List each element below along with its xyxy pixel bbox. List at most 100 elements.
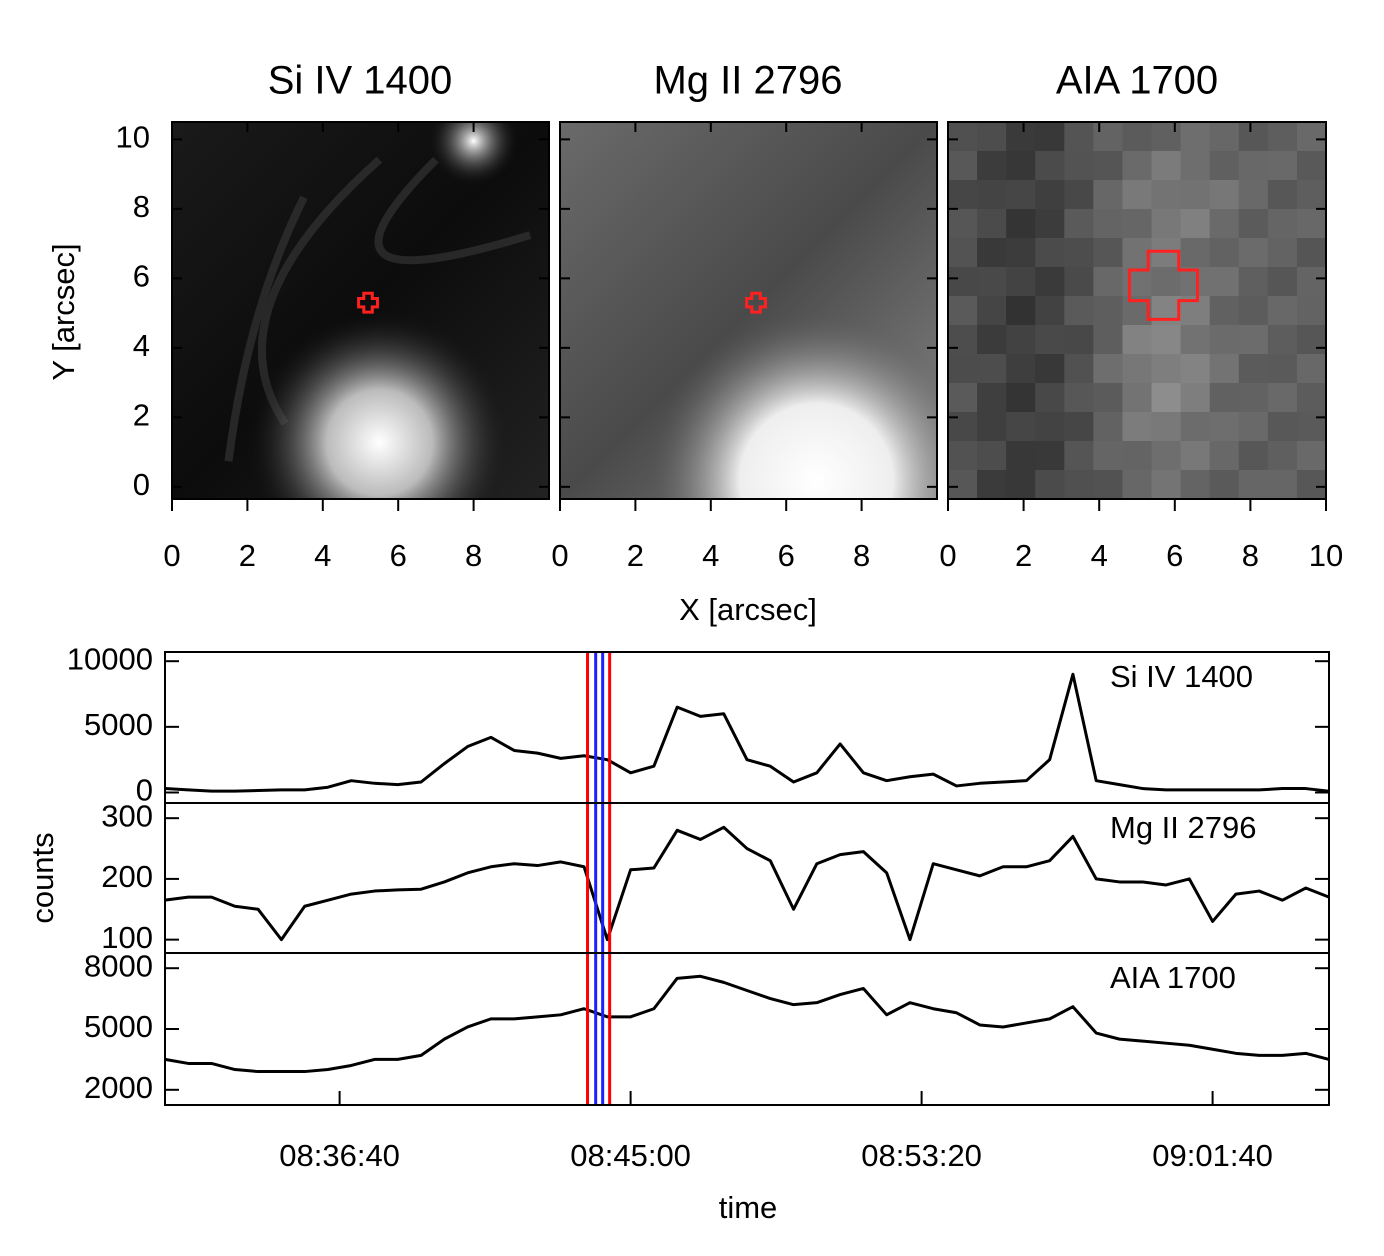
- image-pixel: [1035, 470, 1065, 500]
- image-pixel: [1209, 441, 1240, 471]
- image-pixel: [1180, 209, 1211, 239]
- x-tick-label: 6: [1166, 538, 1183, 573]
- image-pixel: [1035, 238, 1065, 268]
- frame: [559, 121, 938, 500]
- image-pixel: [1180, 267, 1211, 297]
- y-tick-label: 4: [133, 328, 150, 363]
- image-pixel: [1122, 122, 1153, 152]
- image-pixel: [1122, 441, 1153, 471]
- image-pixel: [1006, 267, 1036, 297]
- image-pixel: [1122, 151, 1153, 181]
- image-pixel: [1180, 122, 1211, 152]
- image-pixel: [1122, 354, 1153, 384]
- image-pixel: [1151, 354, 1182, 384]
- x-tick-label: 0: [551, 538, 568, 573]
- image-pixel: [1035, 412, 1065, 442]
- x-tick-label: 2: [1015, 538, 1032, 573]
- image-pixel: [1006, 383, 1036, 413]
- image-pixel: [1151, 383, 1182, 413]
- image-pixel: [1035, 441, 1065, 471]
- image-pixel: [948, 325, 978, 355]
- series-label: Mg II 2796: [1110, 810, 1256, 845]
- image-pixel: [1267, 325, 1298, 355]
- image-pixel: [1006, 325, 1036, 355]
- image-pixel: [1267, 470, 1298, 500]
- image-pixel: [1006, 354, 1036, 384]
- image-pixel: [1180, 354, 1211, 384]
- image-pixel: [977, 383, 1007, 413]
- image-pixel: [1296, 354, 1327, 384]
- image-pixel: [1035, 267, 1065, 297]
- image-pixel: [1267, 267, 1298, 297]
- image-pixel: [1093, 122, 1123, 152]
- image-pixel: [948, 470, 978, 500]
- x-tick-label: 8: [465, 538, 482, 573]
- image-pixel: [1180, 441, 1211, 471]
- x-tick-label: 08:36:40: [279, 1138, 400, 1173]
- y-tick-label: 2: [133, 398, 150, 433]
- image-pixel: [1238, 354, 1269, 384]
- image-pixel: [1151, 441, 1182, 471]
- y-tick-label: 8: [133, 189, 150, 224]
- image-pixel: [977, 122, 1007, 152]
- y-tick-label: 10: [116, 120, 150, 155]
- image-pixel: [1064, 151, 1094, 181]
- x-tick-label: 8: [853, 538, 870, 573]
- image-pixel: [948, 354, 978, 384]
- x-tick-label: 2: [239, 538, 256, 573]
- marker: [357, 291, 379, 314]
- image-pixel: [1296, 325, 1327, 355]
- image-pixel: [948, 383, 978, 413]
- image-pixel: [1238, 151, 1269, 181]
- image-pixel: [1296, 122, 1327, 152]
- image-pixel: [1296, 180, 1327, 210]
- image-pixel: [1267, 122, 1298, 152]
- image-pixel: [977, 325, 1007, 355]
- image-pixel: [1006, 296, 1036, 326]
- image-pixel: [1238, 325, 1269, 355]
- image-pixel: [1006, 180, 1036, 210]
- series-line: [164, 825, 1330, 942]
- image-pixel: [1209, 354, 1240, 384]
- image-pixel: [1180, 470, 1211, 500]
- image-pixel: [1209, 151, 1240, 181]
- image-pixel: [1209, 383, 1240, 413]
- image-pixel: [1064, 209, 1094, 239]
- image-pixel: [1064, 412, 1094, 442]
- series-line: [164, 974, 1330, 1074]
- image-pixel: [1267, 180, 1298, 210]
- y-tick-label: 8000: [84, 948, 153, 983]
- image-pixel: [1122, 267, 1153, 297]
- y-tick-label: 2000: [84, 1070, 153, 1105]
- image-pixel: [1296, 267, 1327, 297]
- image-pixel: [1093, 238, 1123, 268]
- image-pixel: [1267, 383, 1298, 413]
- series-label: AIA 1700: [1110, 960, 1236, 995]
- image-pixel: [1064, 470, 1094, 500]
- x-tick-label: 0: [939, 538, 956, 573]
- x-axis-label: time: [719, 1190, 778, 1225]
- image-pixel: [948, 238, 978, 268]
- image-pixel: [1296, 470, 1327, 500]
- image-pixel: [1180, 383, 1211, 413]
- image-pixel: [1238, 122, 1269, 152]
- image-pixel: [1064, 296, 1094, 326]
- image-pixel: [1209, 209, 1240, 239]
- image-pixel: [1209, 122, 1240, 152]
- y-axis-label: Y [arcsec]: [46, 243, 81, 380]
- image-pixel: [1267, 296, 1298, 326]
- image-pixel: [1151, 180, 1182, 210]
- image-pixel: [1006, 209, 1036, 239]
- image-pixel: [1006, 470, 1036, 500]
- image-pixel: [1122, 209, 1153, 239]
- y-axis-label: counts: [25, 832, 60, 923]
- image-pixel: [1122, 180, 1153, 210]
- x-tick-label: 4: [314, 538, 331, 573]
- image-pixel: [948, 209, 978, 239]
- y-tick-label: 0: [133, 467, 150, 502]
- image-pixel: [1093, 296, 1123, 326]
- image-pixel: [1035, 296, 1065, 326]
- image-pixel: [1151, 267, 1182, 297]
- image-pixel: [977, 151, 1007, 181]
- image-pixel: [977, 470, 1007, 500]
